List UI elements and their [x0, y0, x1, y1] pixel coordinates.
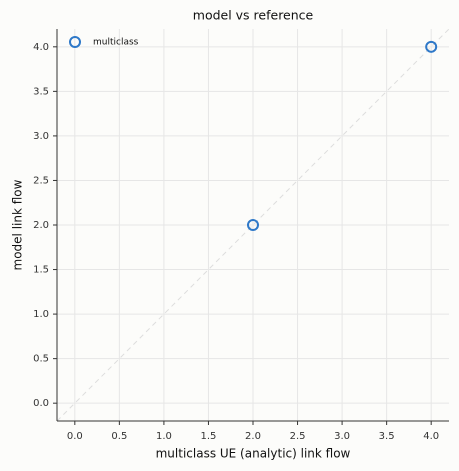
point [247, 219, 259, 231]
reference-line [56, 28, 450, 422]
x-axis-label: multiclass UE (analytic) link flow [156, 447, 351, 461]
y-tick-label: 2.0 [33, 220, 49, 231]
legend-label: multiclass [93, 38, 139, 48]
y-axis-label: model link flow [11, 179, 25, 270]
y-tick-label: 0.0 [33, 398, 49, 409]
y-tick-label: 1.5 [33, 265, 49, 276]
x-tick-label: 1.5 [201, 431, 217, 442]
y-tick-label: 3.0 [33, 131, 49, 142]
legend-marker [69, 36, 81, 48]
x-tick-label: 2.0 [245, 431, 261, 442]
y-tick-label: 4.0 [33, 42, 49, 53]
y-tick-label: 0.5 [33, 354, 49, 365]
y-tick-label: 3.5 [33, 86, 49, 97]
y-tick-label: 1.0 [33, 309, 49, 320]
x-tick-label: 1.0 [156, 431, 172, 442]
x-tick-label: 3.5 [379, 431, 395, 442]
x-tick-label: 0.5 [111, 431, 127, 442]
y-tick-label: 2.5 [33, 175, 49, 186]
x-tick-label: 4.0 [423, 431, 439, 442]
chart-title: model vs reference [193, 8, 314, 23]
x-tick-label: 3.0 [334, 431, 350, 442]
point [425, 40, 438, 53]
x-tick-label: 2.5 [290, 431, 306, 442]
x-tick-label: 0.0 [67, 431, 83, 442]
